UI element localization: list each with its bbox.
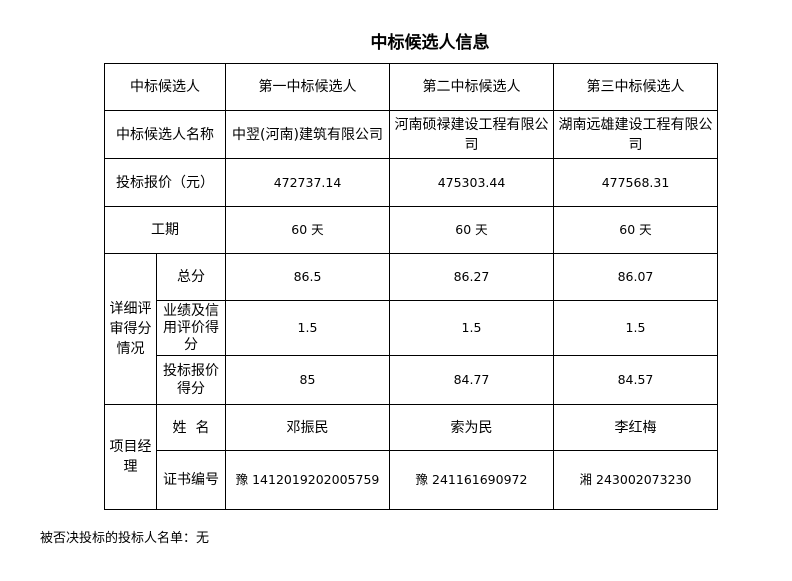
row-label: 总分 [156, 253, 226, 301]
score: 86.27 [389, 253, 554, 301]
table-row-total-score: 详细评审得分情况 总分 86.5 86.27 86.07 [104, 253, 718, 405]
score: 86.5 [225, 253, 390, 301]
header-candidate: 第二中标候选人 [389, 63, 554, 111]
table-row-price-score: 投标报价得分 85 84.77 84.57 [105, 355, 718, 405]
row-label: 投标报价（元） [104, 158, 226, 207]
row-label: 姓 名 [156, 404, 226, 451]
header-candidate: 第一中标候选人 [225, 63, 390, 111]
period: 60 天 [225, 206, 390, 254]
header-candidate: 第三中标候选人 [553, 63, 718, 111]
score: 1.5 [553, 300, 718, 356]
manager-name: 李红梅 [553, 404, 718, 451]
table-row-manager-name: 项目经理 姓 名 邓振民 索为民 李红梅 [104, 404, 718, 510]
row-label: 证书编号 [156, 450, 226, 510]
rejected-bidders-note: 被否决投标的投标人名单：无 [40, 531, 210, 546]
table-row-certificate: 证书编号 豫 1412019202005759 豫 241161690972 湘… [105, 450, 718, 510]
table-row-period: 工期 60 天 60 天 60 天 [104, 206, 718, 254]
score: 84.57 [553, 355, 718, 405]
group-label: 项目经理 [104, 404, 157, 510]
group-label: 详细评审得分情况 [104, 253, 157, 405]
bid-price: 477568.31 [553, 158, 718, 207]
certificate-number: 湘 243002073230 [553, 450, 718, 510]
table-row-price: 投标报价（元） 472737.14 475303.44 477568.31 [104, 158, 718, 207]
period: 60 天 [553, 206, 718, 254]
row-label: 中标候选人名称 [104, 110, 226, 159]
page-title: 中标候选人信息 [370, 33, 490, 53]
score: 1.5 [389, 300, 554, 356]
company-name: 湖南远雄建设工程有限公司 [553, 110, 718, 159]
certificate-number: 豫 1412019202005759 [225, 450, 390, 510]
bid-price: 475303.44 [389, 158, 554, 207]
bid-price: 472737.14 [225, 158, 390, 207]
period: 60 天 [389, 206, 554, 254]
table-row-header: 中标候选人 第一中标候选人 第二中标候选人 第三中标候选人 [104, 63, 718, 111]
manager-name: 索为民 [389, 404, 554, 451]
header-label: 中标候选人 [104, 63, 226, 111]
row-label: 工期 [104, 206, 226, 254]
score: 85 [225, 355, 390, 405]
company-name: 中翌(河南)建筑有限公司 [225, 110, 390, 159]
table-row-credit-score: 业绩及信用评价得分 1.5 1.5 1.5 [105, 300, 718, 356]
table-row-name: 中标候选人名称 中翌(河南)建筑有限公司 河南硕禄建设工程有限公司 湖南远雄建设… [104, 110, 718, 159]
score: 84.77 [389, 355, 554, 405]
manager-name: 邓振民 [225, 404, 390, 451]
candidate-table: 中标候选人 第一中标候选人 第二中标候选人 第三中标候选人 中标候选人名称 中翌… [104, 63, 718, 510]
score: 86.07 [553, 253, 718, 301]
row-label: 投标报价得分 [156, 355, 226, 405]
row-label: 业绩及信用评价得分 [156, 300, 226, 356]
score: 1.5 [225, 300, 390, 356]
certificate-number: 豫 241161690972 [389, 450, 554, 510]
company-name: 河南硕禄建设工程有限公司 [389, 110, 554, 159]
